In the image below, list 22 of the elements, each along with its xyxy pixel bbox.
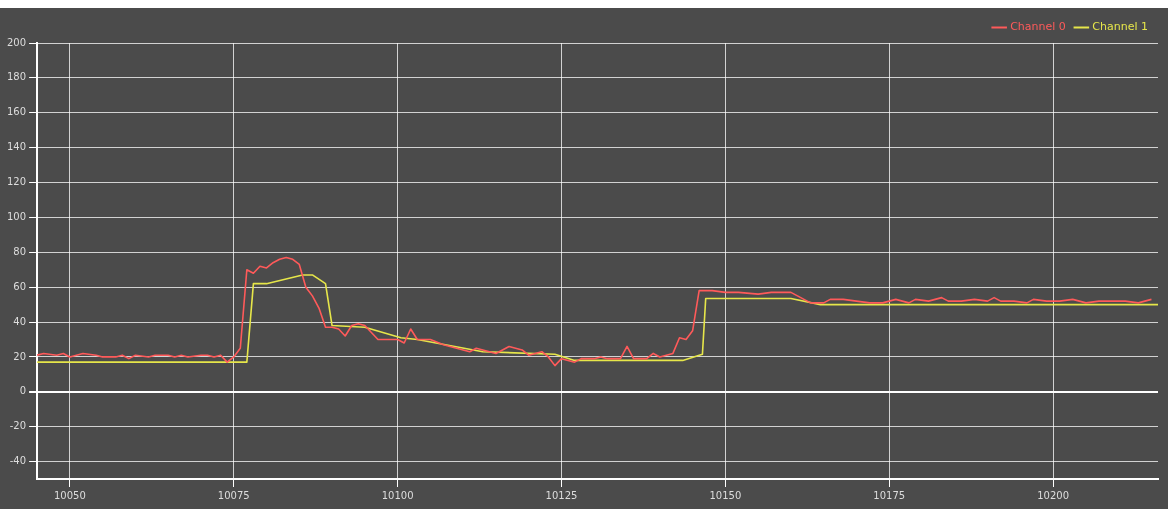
y-tick-label: 0 <box>19 385 27 397</box>
x-tick-label: 10175 <box>873 489 906 501</box>
legend-label: Channel 0 <box>1010 20 1066 34</box>
y-tick-label: -40 <box>9 455 27 467</box>
y-tick-label: 60 <box>13 280 27 292</box>
y-tick-label: -20 <box>9 420 27 432</box>
x-tick-label: 10200 <box>1037 489 1070 501</box>
x-tick-label: 10075 <box>217 489 250 501</box>
y-tick-label: 160 <box>6 106 27 118</box>
y-tick-label: 80 <box>13 245 27 257</box>
y-tick-label: 100 <box>6 210 27 222</box>
x-tick-label: 10100 <box>381 489 414 501</box>
y-tick-label: 40 <box>13 315 27 327</box>
x-tick-label: 10150 <box>709 489 742 501</box>
y-tick-label: 180 <box>6 71 27 83</box>
x-tick-label: 10050 <box>53 489 86 501</box>
y-tick-label: 200 <box>6 36 27 48</box>
y-tick-label: 140 <box>6 141 27 153</box>
y-tick-label: 20 <box>13 350 27 362</box>
x-tick-label: 10125 <box>545 489 578 501</box>
y-tick-label: 120 <box>6 176 27 188</box>
legend-label: Channel 1 <box>1092 20 1148 34</box>
